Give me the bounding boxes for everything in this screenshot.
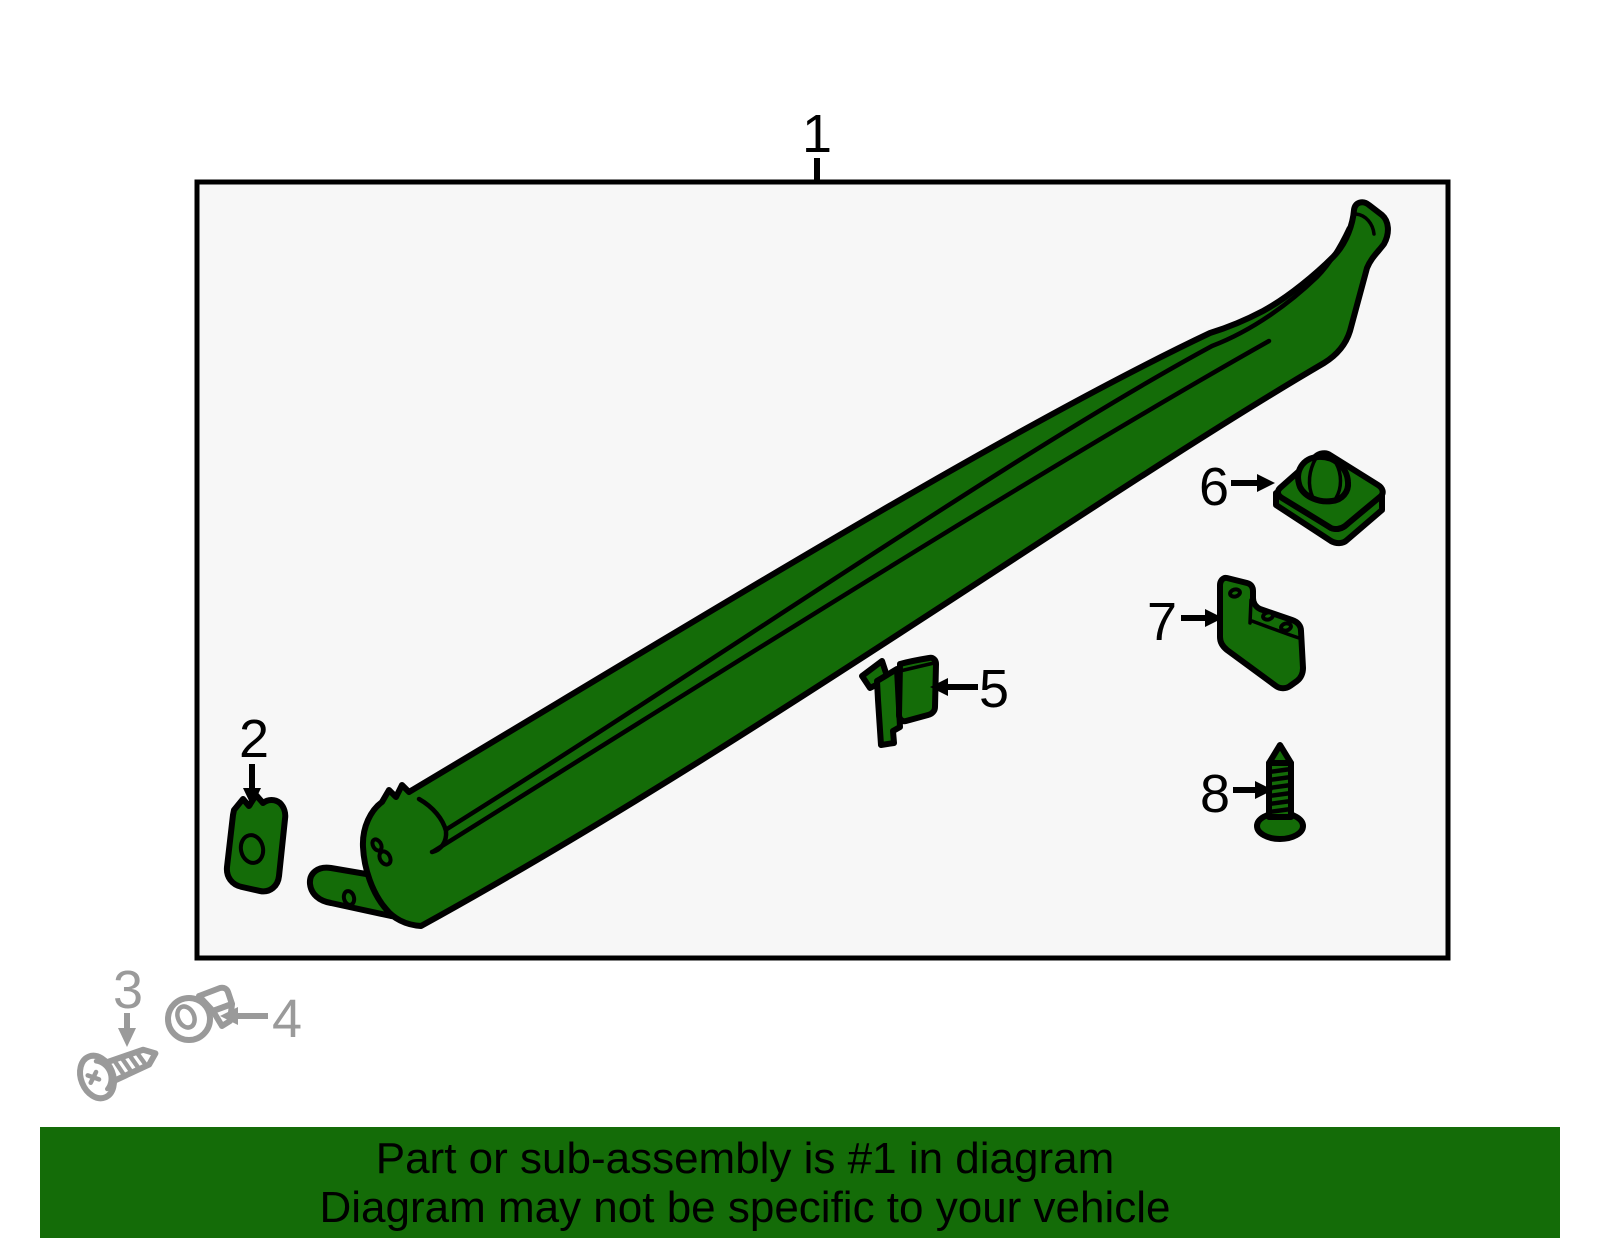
callout-8-label: 8 <box>1200 764 1230 824</box>
rocker-panel-hole-lower <box>377 849 393 867</box>
callout-1-label: 1 <box>802 104 832 164</box>
callout-8-arrowhead <box>1255 781 1273 799</box>
end-plate-hole <box>238 833 266 865</box>
rocker-panel-foot-slot <box>341 889 357 907</box>
callout-3-label: 3 <box>113 960 143 1020</box>
part-6-retainer <box>1273 450 1386 547</box>
callout-4-arrowhead <box>220 1007 238 1025</box>
part-5-clip <box>859 654 939 748</box>
screw3-head-rim <box>93 1058 113 1092</box>
callout-5-arrowhead <box>930 678 948 696</box>
callout-7-label: 7 <box>1147 592 1177 652</box>
screw8-threads <box>1266 766 1294 815</box>
callout-4-label: 4 <box>272 989 302 1049</box>
callout-6-arrow <box>1231 474 1275 492</box>
grommet-face <box>165 995 213 1043</box>
screw3-threads <box>111 1050 149 1078</box>
part-8-screw <box>1254 742 1306 842</box>
callout-8-arrow <box>1233 781 1273 799</box>
retainer-dome-line-left <box>1307 456 1318 500</box>
rocker-panel-hook-line <box>1354 212 1376 236</box>
bracket-fold-line <box>1248 598 1253 625</box>
part-3-screw <box>77 1046 159 1102</box>
bracket-hole-right <box>1279 621 1293 633</box>
clip5-front <box>896 654 939 725</box>
callout-3-arrowhead <box>118 1028 136 1047</box>
rocker-panel-body <box>359 199 1391 929</box>
callout-7-arrow <box>1181 609 1223 627</box>
callout-7-arrowhead <box>1205 609 1223 627</box>
bracket-hole-tab <box>1228 587 1242 599</box>
grommet-hole <box>175 1004 197 1030</box>
note-line-2: Diagram may not be specific to your vehi… <box>319 1182 1171 1232</box>
bracket-body <box>1217 574 1306 692</box>
note-banner: Part or sub-assembly is #1 in diagram Di… <box>40 1127 1560 1238</box>
callout-4-arrow <box>220 1007 268 1025</box>
rocker-panel-lower-groove <box>431 338 1272 854</box>
bracket-flange-line <box>1250 619 1301 640</box>
callout-5-label: 5 <box>979 659 1009 719</box>
callout-2-label: 2 <box>239 709 269 769</box>
part-2-end-plate <box>223 792 289 895</box>
rocker-panel-hole-upper <box>370 837 384 853</box>
part-4-grommet <box>165 984 235 1043</box>
clip5-edge-line <box>898 661 936 673</box>
part-1-rocker-panel <box>306 199 1391 929</box>
rocker-panel-upper-groove <box>444 225 1352 832</box>
callout-5-arrow <box>930 678 978 696</box>
callout-6-label: 6 <box>1199 457 1229 517</box>
retainer-dome-line-right <box>1334 461 1343 500</box>
bracket-hole-left <box>1261 610 1275 622</box>
screw3-slot <box>85 1069 102 1086</box>
callout-3-arrow <box>118 1013 136 1047</box>
part-7-bracket <box>1217 574 1306 692</box>
screw8-tip <box>1266 742 1294 766</box>
note-line-1: Part or sub-assembly is #1 in diagram <box>375 1133 1115 1183</box>
callout-6-arrowhead <box>1257 474 1275 492</box>
callout-2-arrow <box>243 764 261 807</box>
callout-2-arrowhead <box>243 788 261 807</box>
